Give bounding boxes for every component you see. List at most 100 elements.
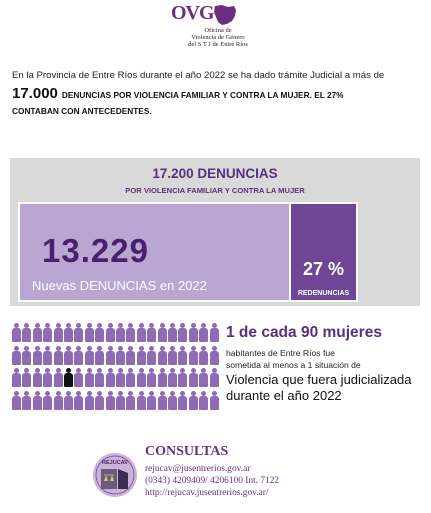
woman-icon xyxy=(64,323,73,342)
woman-icon xyxy=(95,390,105,410)
woman-icon xyxy=(12,390,21,410)
org-line: del S T J de Entre Ríos xyxy=(188,41,248,48)
stats-panel: 17.200 DENUNCIAS POR VIOLENCIA FAMILIAR … xyxy=(10,158,420,306)
woman-icon xyxy=(168,368,177,387)
woman-icon xyxy=(188,368,198,387)
ratio-conclusion: Violencia que fuera judicializada durant… xyxy=(226,372,426,404)
repeat-complaints-box: 27 % REDENUNCIAS xyxy=(291,202,358,302)
new-complaints-box: 13.229 Nuevas DENUNCIAS en 2022 xyxy=(18,202,291,302)
woman-icon xyxy=(147,390,157,410)
woman-icon xyxy=(64,345,73,365)
woman-icon xyxy=(74,323,84,342)
woman-icon xyxy=(136,323,146,342)
woman-icon xyxy=(53,345,63,365)
repeat-complaints-label: REDENUNCIAS xyxy=(297,290,350,297)
woman-icon xyxy=(157,368,167,387)
contact-phone: (0343) 4209409/ 4206100 Int. 7122 xyxy=(145,476,280,486)
woman-icon xyxy=(157,390,167,410)
woman-icon xyxy=(22,345,32,365)
woman-icon xyxy=(136,345,146,365)
woman-icon xyxy=(116,323,125,342)
woman-icon xyxy=(64,390,73,410)
ovg-logo: OVG Oficina de Violencia de Género del S… xyxy=(168,2,268,50)
women-pictogram xyxy=(12,323,222,413)
intro-line-1: En la Provincia de Entre Ríos durante el… xyxy=(12,70,385,81)
woman-icon xyxy=(126,390,136,410)
new-complaints-label: Nuevas DENUNCIAS en 2022 xyxy=(32,278,207,293)
woman-icon xyxy=(22,390,32,410)
woman-icon xyxy=(188,345,198,365)
woman-icon xyxy=(32,390,42,410)
org-name: Oficina de Violencia de Género del S T J… xyxy=(168,27,268,48)
ratio-conclusion-line: durante el año 2022 xyxy=(226,388,342,403)
woman-icon xyxy=(43,323,53,342)
seal-text: REJUCAV xyxy=(102,460,128,466)
contact-block: CONSULTAS rejucav@jusentrerios.gov.ar (0… xyxy=(145,444,415,499)
woman-icon xyxy=(32,323,42,342)
contact-url[interactable]: http://rejucav.jusentrerios.gov.ar/ xyxy=(145,488,269,498)
woman-icon xyxy=(188,390,198,410)
contact-email[interactable]: rejucav@jusentrerios.gov.ar xyxy=(145,464,251,474)
intro-line-3: CONTABAN CON ANTECEDENTES. xyxy=(12,106,152,116)
woman-icon xyxy=(209,345,219,365)
woman-icon xyxy=(157,345,167,365)
logo-mark: OVG xyxy=(168,2,238,26)
woman-icon xyxy=(95,345,105,365)
woman-icon xyxy=(95,368,105,387)
woman-icon xyxy=(74,368,84,387)
org-line: Oficina de xyxy=(204,27,232,34)
woman-icon xyxy=(116,390,125,410)
woman-icon xyxy=(126,368,136,387)
contact-title: CONSULTAS xyxy=(145,444,229,459)
org-line: Violencia de Género xyxy=(191,34,245,41)
ratio-detail: habitantes de Entre Ríos fue sometida al… xyxy=(226,347,426,371)
woman-icon xyxy=(147,345,157,365)
ratio-detail-line: habitantes de Entre Ríos fue xyxy=(226,348,335,358)
woman-icon xyxy=(209,390,219,410)
woman-icon xyxy=(12,323,21,342)
woman-icon xyxy=(126,345,136,365)
woman-icon xyxy=(84,368,94,387)
ratio-conclusion-line: Violencia que fuera judicializada xyxy=(226,372,412,387)
woman-icon xyxy=(84,390,94,410)
woman-icon xyxy=(199,368,209,387)
new-complaints-number: 13.229 xyxy=(42,232,149,269)
woman-icon xyxy=(178,368,188,387)
woman-icon xyxy=(126,323,136,342)
woman-icon xyxy=(95,323,105,342)
woman-icon xyxy=(136,368,146,387)
woman-icon xyxy=(43,368,53,387)
woman-icon xyxy=(53,390,63,410)
woman-icon xyxy=(105,345,115,365)
woman-icon xyxy=(199,390,209,410)
woman-icon xyxy=(53,323,63,342)
rejucav-seal-icon: REJUCAV xyxy=(93,453,137,497)
woman-icon xyxy=(84,323,94,342)
woman-icon xyxy=(53,368,63,387)
woman-icon xyxy=(199,345,209,365)
woman-icon xyxy=(22,368,32,387)
woman-icon xyxy=(178,323,188,342)
woman-icon xyxy=(43,345,53,365)
woman-icon xyxy=(209,323,219,342)
intro-line-2: 17.000 DENUNCIAS POR VIOLENCIA FAMILIAR Y… xyxy=(12,85,422,103)
woman-icon xyxy=(116,345,125,365)
woman-icon xyxy=(147,368,157,387)
highlighted-woman-icon xyxy=(64,368,73,387)
woman-icon xyxy=(168,390,177,410)
woman-icon xyxy=(178,390,188,410)
woman-icon xyxy=(32,368,42,387)
woman-icon xyxy=(147,323,157,342)
woman-icon xyxy=(168,323,177,342)
intro-big-number: 17.000 xyxy=(12,85,58,102)
woman-icon xyxy=(12,345,21,365)
woman-icon xyxy=(105,323,115,342)
woman-icon xyxy=(157,323,167,342)
woman-icon xyxy=(168,345,177,365)
province-map-icon xyxy=(214,5,236,25)
ratio-headline: 1 de cada 90 mujeres xyxy=(226,324,382,341)
woman-icon xyxy=(178,345,188,365)
woman-icon xyxy=(12,368,21,387)
woman-icon xyxy=(74,390,84,410)
panel-subtitle: POR VIOLENCIA FAMILIAR Y CONTRA LA MUJER xyxy=(125,186,305,195)
